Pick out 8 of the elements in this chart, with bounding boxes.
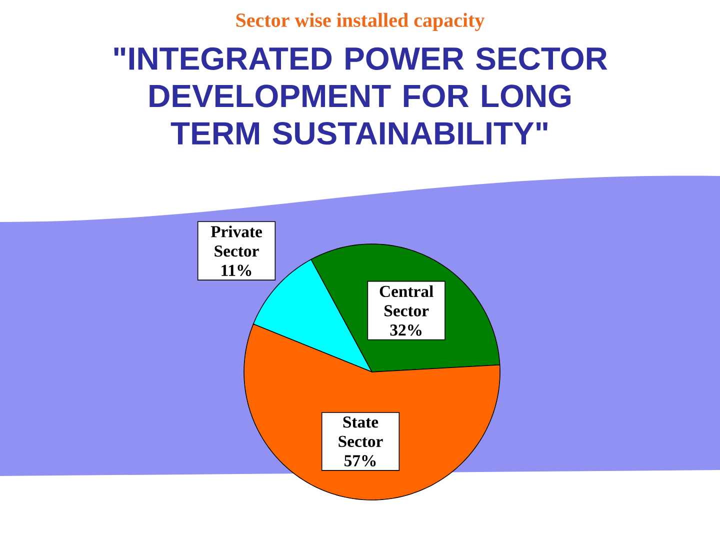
data-label: 57% [344, 455, 376, 466]
text: "INTEGRATED POWER SECTOR DEVELOPMENT FOR LONG TERM SUSTAINABILITY" [114, 47, 608, 145]
slice-label: Central Sector [380, 285, 434, 316]
slice-label: State Sector [338, 416, 383, 448]
data-label: 11% [222, 264, 252, 276]
data-label: 32% [390, 324, 422, 336]
slice-label: Private Sector [210, 226, 262, 257]
chart-title: Sector wise installed capacity [236, 12, 485, 32]
